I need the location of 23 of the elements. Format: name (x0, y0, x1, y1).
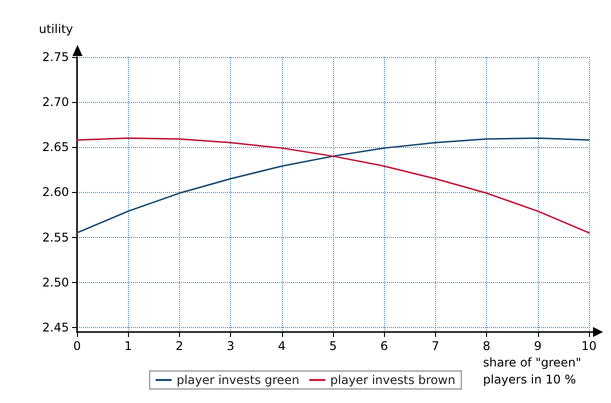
x-tick-label: 0 (73, 339, 81, 353)
y-tick-label: 2.50 (42, 275, 69, 290)
y-tick-label: 2.55 (42, 230, 69, 244)
x-axis-title: share of "green" players in 10 % (483, 356, 585, 386)
y-tick-label: 2.70 (42, 95, 69, 110)
y-axis-title: utility (38, 22, 73, 36)
x-tick-label: 9 (534, 339, 542, 353)
x-tick-label: 7 (432, 339, 440, 353)
y-tick-label: 2.45 (42, 320, 69, 334)
legend-label: player invests brown (330, 373, 456, 387)
x-tick-label: 3 (226, 339, 234, 353)
legend-label: player invests green (176, 373, 300, 387)
x-tick-label: 2 (176, 339, 184, 353)
y-tick-label: 2.65 (42, 140, 69, 154)
x-tick-label: 8 (482, 339, 490, 353)
x-tick-label: 4 (278, 339, 286, 353)
x-tick-label: 1 (124, 339, 132, 353)
line-series (76, 137, 590, 234)
x-tick-label: 10 (581, 339, 597, 353)
x-tick-label: 5 (329, 339, 337, 353)
y-tick-label: 2.75 (42, 50, 69, 64)
y-tick-label: 2.60 (42, 185, 69, 200)
x-tick-label: 6 (380, 339, 388, 353)
